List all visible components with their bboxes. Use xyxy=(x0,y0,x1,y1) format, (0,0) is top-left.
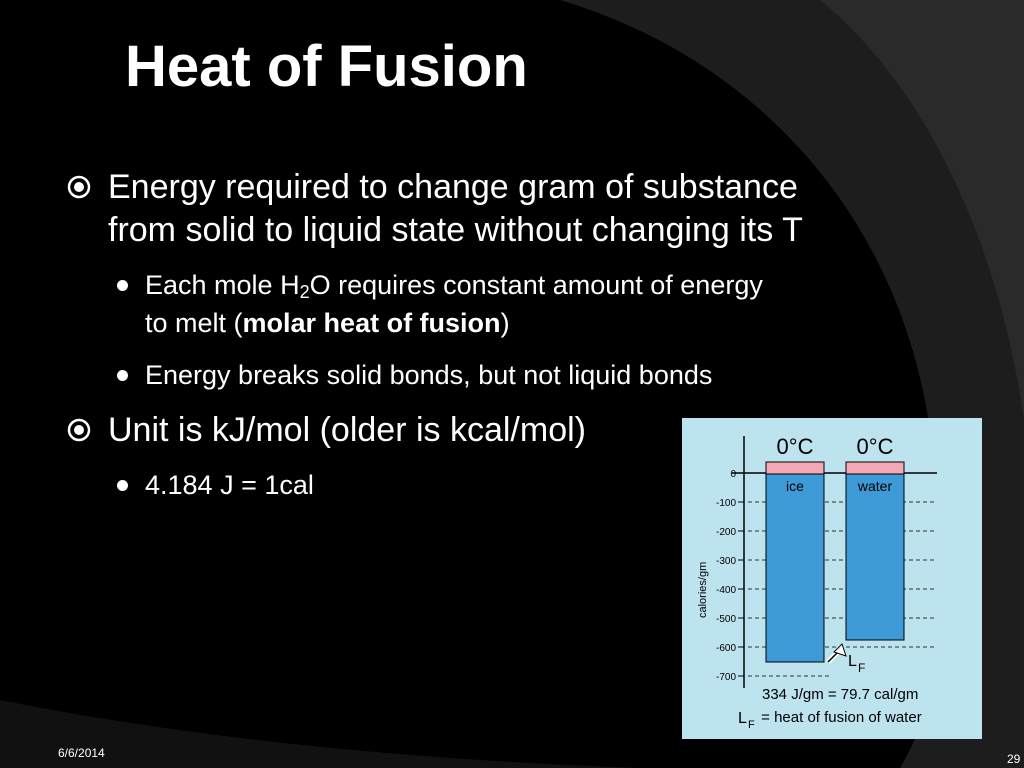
dot-bullet-icon xyxy=(117,370,128,381)
bullet-line-2: from solid to liquid state without chang… xyxy=(108,211,803,249)
tick-label: -500 xyxy=(716,614,736,625)
sub-bullet-joule-cal: 4.184 J = 1cal xyxy=(117,466,314,504)
caption-line-2: = heat of fusion of water xyxy=(757,709,922,726)
bullet-unit: Unit is kJ/mol (older is kcal/mol) xyxy=(67,409,586,452)
ice-temp: 0°C xyxy=(777,434,814,459)
molar-heat-term: molar heat of fusion xyxy=(242,308,501,338)
dot-bullet-icon xyxy=(117,280,128,291)
bullet-energy-required: Energy required to change gram of substa… xyxy=(67,166,803,252)
sub-bullet-line-2: to melt (molar heat of fusion) xyxy=(145,308,510,338)
footer-date: 6/6/2014 xyxy=(58,746,105,760)
subscript-2: 2 xyxy=(299,282,310,302)
sub-bullet-each-mole: Each mole H2O requires constant amount o… xyxy=(117,266,763,342)
lf-F: F xyxy=(858,661,865,675)
arrow-icon xyxy=(826,643,847,664)
water-bar xyxy=(845,473,905,641)
heat-of-fusion-diagram: 0 -100 -200 -300 -400 -500 -600 -700 cal… xyxy=(682,418,982,739)
tick-label: -300 xyxy=(716,556,736,567)
y-ticks xyxy=(738,472,744,677)
page-number: 29 xyxy=(1007,752,1021,766)
water-cap xyxy=(845,461,905,475)
tick-label: -400 xyxy=(716,585,736,596)
water-label: water xyxy=(857,478,893,494)
caption-L: L xyxy=(738,710,747,727)
water-temp: 0°C xyxy=(857,434,894,459)
bullet-line-1: Energy required to change gram of substa… xyxy=(108,168,798,206)
slide-title: Heat of Fusion xyxy=(125,34,528,99)
dot-bullet-icon xyxy=(117,480,128,491)
lf-L: L xyxy=(848,653,857,670)
circle-bullet-icon xyxy=(67,418,91,442)
sub-bullet-energy-breaks: Energy breaks solid bonds, but not liqui… xyxy=(117,356,712,394)
tick-label: -200 xyxy=(716,527,736,538)
circle-bullet-icon xyxy=(67,175,91,199)
tick-label: 0 xyxy=(730,469,736,480)
tick-label: -600 xyxy=(716,643,736,654)
y-axis-label: calories/gm xyxy=(697,562,709,618)
tick-label: -100 xyxy=(716,498,736,509)
sub-bullet-line-1: Each mole H2O requires constant amount o… xyxy=(145,270,763,302)
ice-label: ice xyxy=(786,478,804,494)
ice-bar xyxy=(765,473,825,663)
caption-line-1: 334 J/gm = 79.7 cal/gm xyxy=(762,686,918,703)
tick-label: -700 xyxy=(716,672,736,683)
caption-F: F xyxy=(748,719,755,731)
ice-cap xyxy=(765,461,825,475)
